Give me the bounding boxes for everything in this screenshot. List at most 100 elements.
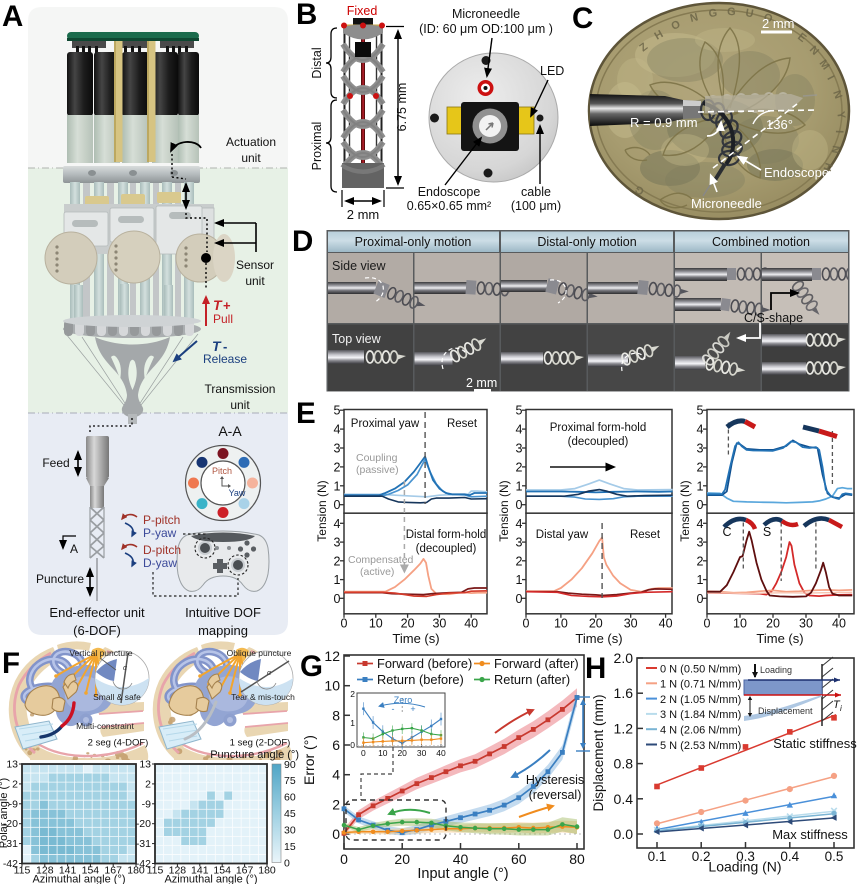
svg-text:Puncture angle (°): Puncture angle (°) <box>210 750 299 761</box>
svg-text:P-yaw: P-yaw <box>143 526 177 540</box>
svg-text:1 N (0.71 N/mm): 1 N (0.71 N/mm) <box>660 679 741 691</box>
svg-text:R = 0.9 mm: R = 0.9 mm <box>630 115 698 130</box>
svg-text:Time (s): Time (s) <box>392 631 439 646</box>
svg-text:30: 30 <box>799 617 813 631</box>
svg-text:Displacement: Displacement <box>758 706 813 716</box>
svg-text:N: N <box>830 89 844 101</box>
svg-text:141: 141 <box>191 865 209 877</box>
svg-text:2: 2 <box>516 460 523 474</box>
svg-text:154: 154 <box>82 865 100 877</box>
svg-text:Input angle (°): Input angle (°) <box>417 866 508 882</box>
svg-text:I: I <box>824 74 836 82</box>
svg-text:13: 13 <box>6 759 18 771</box>
svg-text:Side view: Side view <box>332 259 386 273</box>
svg-text:-42: -42 <box>3 858 18 870</box>
svg-text:unit: unit <box>245 274 265 288</box>
svg-text:2 mm: 2 mm <box>466 376 497 390</box>
svg-text:Tear & mis-touch: Tear & mis-touch <box>231 692 295 702</box>
svg-text:10: 10 <box>733 617 747 631</box>
svg-text:8: 8 <box>332 707 340 723</box>
svg-text:0: 0 <box>523 617 530 631</box>
svg-text:(ID: 60 μm OD:100 μm ): (ID: 60 μm OD:100 μm ) <box>419 22 553 36</box>
svg-text:0.5: 0.5 <box>825 849 844 864</box>
svg-text:(6-DOF): (6-DOF) <box>73 623 121 638</box>
svg-text:15: 15 <box>284 841 296 853</box>
svg-text:Polar angle (°): Polar angle (°) <box>0 778 10 848</box>
svg-text:Distal yaw: Distal yaw <box>536 529 589 541</box>
svg-text:Microneedle: Microneedle <box>452 7 520 21</box>
svg-text:Multi-constraint: Multi-constraint <box>76 721 134 731</box>
svg-text:1.6: 1.6 <box>614 685 634 701</box>
svg-text:-31: -31 <box>136 838 151 850</box>
svg-text:Pull: Pull <box>213 312 233 326</box>
svg-text:5: 5 <box>697 404 704 418</box>
svg-text:+: + <box>223 298 231 313</box>
svg-text:45: 45 <box>284 808 296 820</box>
svg-text:0.1: 0.1 <box>648 849 667 864</box>
svg-text:10: 10 <box>324 678 340 694</box>
svg-text:Release: Release <box>203 352 247 366</box>
svg-text:60: 60 <box>284 792 296 804</box>
svg-text:6: 6 <box>332 737 340 753</box>
svg-text:167: 167 <box>104 865 122 877</box>
svg-text:0: 0 <box>704 617 711 631</box>
svg-text:Tension (N): Tension (N) <box>315 480 329 541</box>
svg-text:Proximal form-hold: Proximal form-hold <box>550 422 647 434</box>
svg-text:0.0: 0.0 <box>614 826 634 842</box>
svg-text:2: 2 <box>516 554 523 568</box>
svg-text:30: 30 <box>624 617 638 631</box>
svg-text:Azimuthal angle (°): Azimuthal angle (°) <box>32 874 125 884</box>
svg-text:80: 80 <box>569 851 585 867</box>
svg-text:115: 115 <box>14 865 31 877</box>
svg-text:-: - <box>223 339 227 354</box>
svg-text:Puncture: Puncture <box>36 572 84 586</box>
svg-text:2: 2 <box>332 796 340 812</box>
svg-text:10: 10 <box>369 617 383 631</box>
svg-text:Distal-only motion: Distal-only motion <box>537 235 636 249</box>
svg-text:4: 4 <box>697 517 704 531</box>
svg-text:(passive): (passive) <box>356 464 399 476</box>
svg-text:H: H <box>820 161 834 173</box>
svg-text:unit: unit <box>241 151 261 165</box>
svg-text:1: 1 <box>516 573 523 587</box>
svg-text:40: 40 <box>464 617 478 631</box>
svg-text:5: 5 <box>334 404 341 418</box>
svg-text:A-A: A-A <box>218 423 242 439</box>
svg-text:Forward (before): Forward (before) <box>377 656 472 671</box>
svg-text:Small & safe: Small & safe <box>93 692 141 702</box>
svg-text:1.2: 1.2 <box>614 720 634 736</box>
svg-text:0: 0 <box>284 857 290 869</box>
svg-text:4: 4 <box>516 517 523 531</box>
svg-text:1: 1 <box>350 718 355 728</box>
svg-text:D-pitch: D-pitch <box>143 543 181 557</box>
svg-text:30: 30 <box>284 825 296 837</box>
svg-text:+: + <box>410 704 415 714</box>
svg-text:10: 10 <box>554 617 568 631</box>
svg-text:1: 1 <box>697 573 704 587</box>
svg-text:4 N (2.06 N/mm): 4 N (2.06 N/mm) <box>660 725 741 737</box>
svg-text:3: 3 <box>516 442 523 456</box>
svg-text:4: 4 <box>516 423 523 437</box>
svg-text:0: 0 <box>334 592 341 606</box>
svg-text:(decoupled): (decoupled) <box>416 543 477 555</box>
svg-text:0: 0 <box>516 498 523 512</box>
svg-text:180: 180 <box>258 865 276 877</box>
svg-text:2 seg (4-DOF): 2 seg (4-DOF) <box>88 738 149 749</box>
svg-text:40: 40 <box>832 617 846 631</box>
svg-text:3: 3 <box>697 442 704 456</box>
svg-text:Proximal-only motion: Proximal-only motion <box>355 235 472 249</box>
svg-text:(reversal): (reversal) <box>529 788 582 802</box>
svg-text:1: 1 <box>334 573 341 587</box>
svg-text:I: I <box>833 130 845 133</box>
svg-text:U: U <box>744 7 754 20</box>
svg-text:Proximal yaw: Proximal yaw <box>351 418 420 430</box>
svg-text:0: 0 <box>361 748 366 758</box>
svg-text:C/S-shape: C/S-shape <box>744 311 803 325</box>
svg-text:-20: -20 <box>136 818 151 830</box>
svg-text:3: 3 <box>334 442 341 456</box>
svg-text:Loading: Loading <box>760 665 792 675</box>
svg-text:Vertical puncture: Vertical puncture <box>69 648 133 658</box>
svg-text:Return (after): Return (after) <box>494 672 570 687</box>
svg-text:Top view: Top view <box>332 332 382 346</box>
svg-text:5: 5 <box>516 404 523 418</box>
